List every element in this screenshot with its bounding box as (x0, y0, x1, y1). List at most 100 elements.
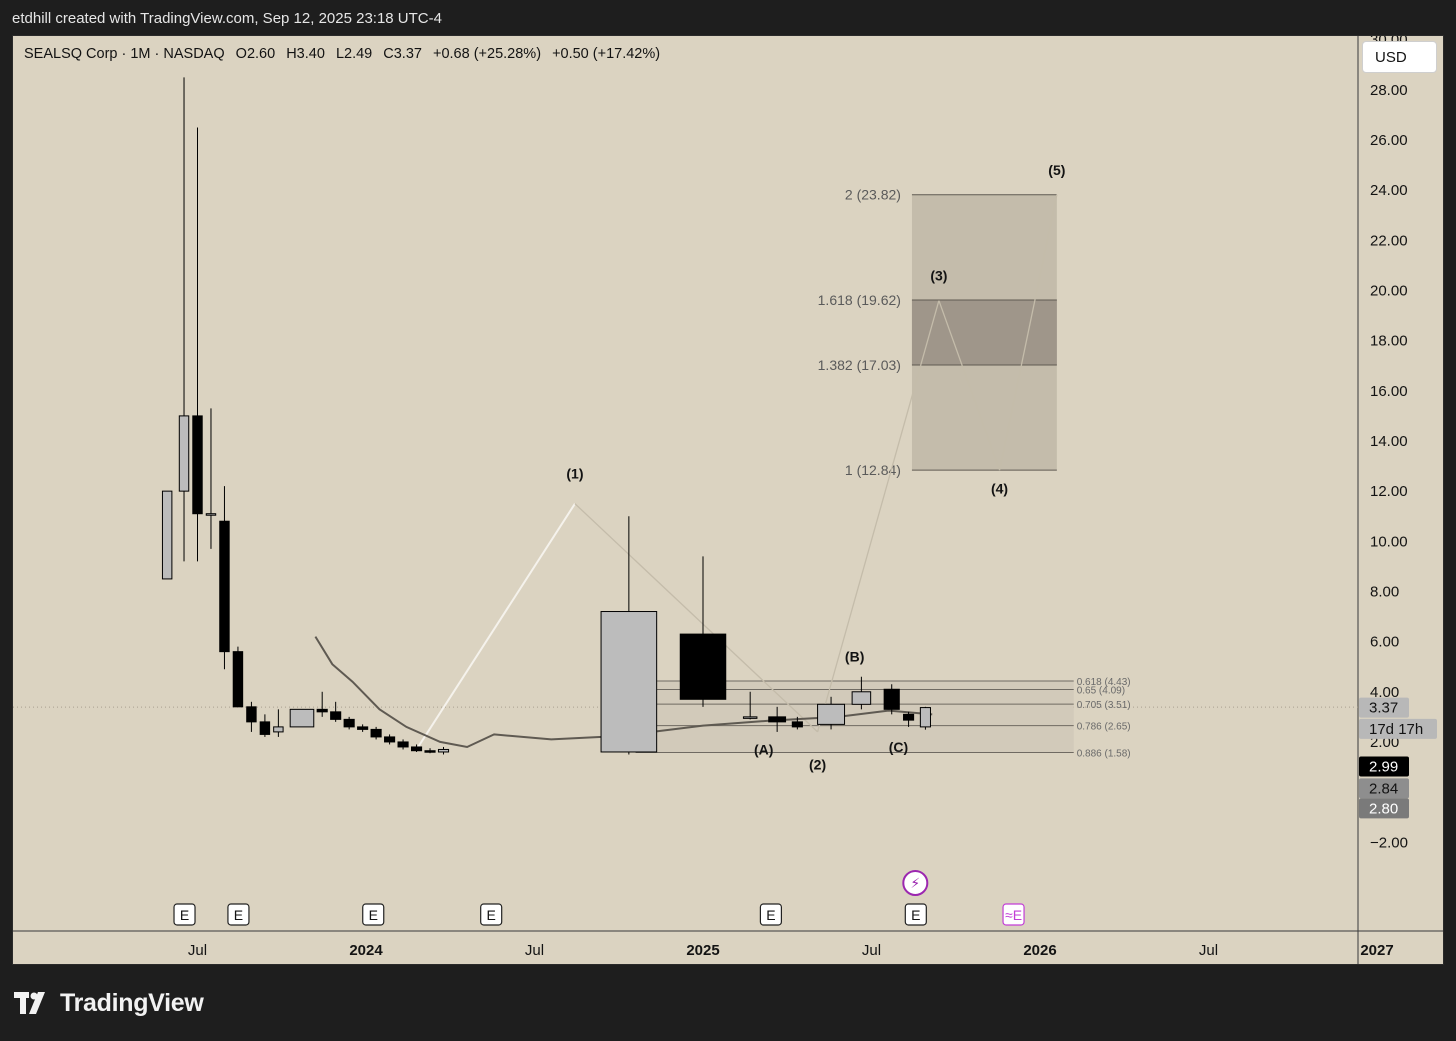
y-tick-label: 28.00 (1370, 82, 1408, 99)
candle-body[interactable] (791, 721, 803, 728)
candle-body[interactable] (903, 713, 915, 721)
wave-segment (574, 503, 819, 733)
y-tick-label: 14.00 (1370, 433, 1408, 450)
y-tick-label: 8.00 (1370, 583, 1399, 600)
fib-ret-level-label: 0.786 (2.65) (1077, 722, 1131, 733)
y-tick-label: 18.00 (1370, 333, 1408, 350)
fib-ext-level-label: 1 (12.84) (845, 462, 901, 478)
earnings-marker-label: E (911, 907, 920, 923)
candle-body[interactable] (330, 711, 342, 720)
wave-label: (B) (845, 649, 864, 665)
y-tick-label: 10.00 (1370, 533, 1408, 550)
price-tag (1359, 718, 1437, 739)
price-tag-label: 17d 17h (1369, 721, 1423, 738)
y-tick-label: 12.00 (1370, 483, 1408, 500)
candle-body[interactable] (246, 706, 257, 723)
x-tick-label: Jul (1199, 942, 1218, 959)
fib-ext-level-label: 1.382 (17.03) (818, 357, 901, 373)
earnings-marker[interactable] (362, 903, 385, 926)
y-tick-label: 22.00 (1370, 232, 1408, 249)
fib-ret-level-label: 0.705 (3.51) (1077, 700, 1131, 711)
candle-body[interactable] (851, 691, 872, 705)
tradingview-logo: TradingView (14, 986, 204, 1020)
attribution-bar: etdhill created with TradingView.com, Se… (0, 0, 1456, 36)
earnings-marker-label: E (766, 907, 775, 923)
candle-body[interactable] (679, 633, 727, 700)
earnings-marker[interactable] (227, 903, 250, 926)
legend-symbol[interactable]: SEALSQ Corp · 1M · NASDAQ (24, 46, 225, 62)
earnings-marker-label: E (234, 907, 243, 923)
y-tick-label: −2.00 (1370, 834, 1408, 851)
candle-body[interactable] (357, 726, 369, 730)
fib-ret-level-label: 0.618 (4.43) (1077, 677, 1131, 688)
earnings-marker[interactable] (759, 903, 783, 926)
price-tag (1359, 697, 1409, 718)
candle-body[interactable] (232, 651, 244, 708)
earnings-marker-label: E (180, 907, 189, 923)
currency-button[interactable]: USD (1362, 41, 1437, 73)
earnings-marker[interactable] (173, 903, 196, 926)
wave-label: (1) (566, 466, 583, 482)
earnings-marker-label: ≈E (1005, 907, 1022, 923)
wave-segment (938, 300, 1001, 471)
x-tick-label: Jul (525, 942, 544, 959)
candle-body[interactable] (370, 728, 382, 738)
candle-body[interactable] (205, 513, 217, 516)
x-tick-label: Jul (862, 942, 881, 959)
earnings-marker[interactable] (904, 903, 927, 926)
candle-body[interactable] (742, 716, 758, 719)
candle-body[interactable] (397, 741, 409, 748)
candle-body[interactable] (343, 718, 355, 728)
y-tick-label: 4.00 (1370, 684, 1399, 701)
candle-body[interactable] (273, 726, 284, 733)
candle-body[interactable] (192, 415, 203, 515)
price-tag-label: 2.99 (1369, 759, 1398, 776)
moving-average-line (314, 636, 933, 749)
earnings-marker[interactable] (480, 903, 503, 926)
symbol-legend: SEALSQ Corp · 1M · NASDAQ O2.60 H3.40 L2… (24, 46, 667, 62)
dividend-marker-icon: ⚡ (910, 876, 920, 892)
x-tick-label: 2024 (349, 942, 383, 959)
y-tick-label: 16.00 (1370, 383, 1408, 400)
x-tick-label: 2027 (1360, 942, 1393, 959)
x-tick-label: 2026 (1023, 942, 1056, 959)
price-tag-label: 2.84 (1369, 780, 1398, 797)
price-chart[interactable]: 1 (12.84) 1.382 (17.03) 1.618 (19.62) 2 (23… (13, 36, 1443, 964)
fib-ext-level-label: 1.618 (19.62) (818, 292, 901, 308)
wave-label: (2) (809, 757, 826, 773)
candle-body[interactable] (600, 611, 658, 753)
earnings-marker-label: E (369, 907, 378, 923)
candle-body[interactable] (768, 716, 787, 723)
price-tag (1359, 756, 1409, 777)
fib-extension-band (911, 300, 1057, 365)
tradingview-logo-icon (14, 992, 45, 1014)
candle-body[interactable] (161, 490, 173, 580)
dividend-marker[interactable] (902, 870, 929, 896)
earnings-marker-label: E (487, 907, 496, 923)
price-tag (1359, 798, 1409, 819)
candle-body[interactable] (883, 688, 900, 710)
candle-body[interactable] (316, 708, 328, 713)
candle-body[interactable] (384, 736, 396, 743)
candle-body[interactable] (219, 520, 230, 653)
price-tag (1359, 778, 1409, 799)
earnings-marker[interactable] (1002, 903, 1025, 926)
candle-body[interactable] (424, 750, 436, 753)
candle-body[interactable] (289, 708, 315, 728)
candle-body[interactable] (437, 748, 450, 753)
candle-body[interactable] (817, 703, 846, 725)
price-tag-label: 2.80 (1369, 800, 1398, 817)
candle-body[interactable] (410, 746, 423, 752)
wave-label: (C) (889, 739, 908, 755)
candle-body[interactable] (919, 707, 931, 728)
candle-body[interactable] (259, 721, 271, 735)
x-tick-label: Jul (188, 942, 207, 959)
wave-label: (3) (930, 267, 947, 283)
candle-body[interactable] (178, 415, 190, 492)
price-tag-label: 3.37 (1369, 700, 1398, 717)
fib-ext-level-label: 2 (23.82) (845, 187, 901, 203)
wave-segment (816, 300, 940, 733)
fib-ret-level-label: 0.886 (1.58) (1077, 748, 1131, 759)
chart-panel[interactable]: 1 (12.84) 1.382 (17.03) 1.618 (19.62) 2 (23… (12, 35, 1444, 965)
y-tick-label: 20.00 (1370, 283, 1408, 300)
